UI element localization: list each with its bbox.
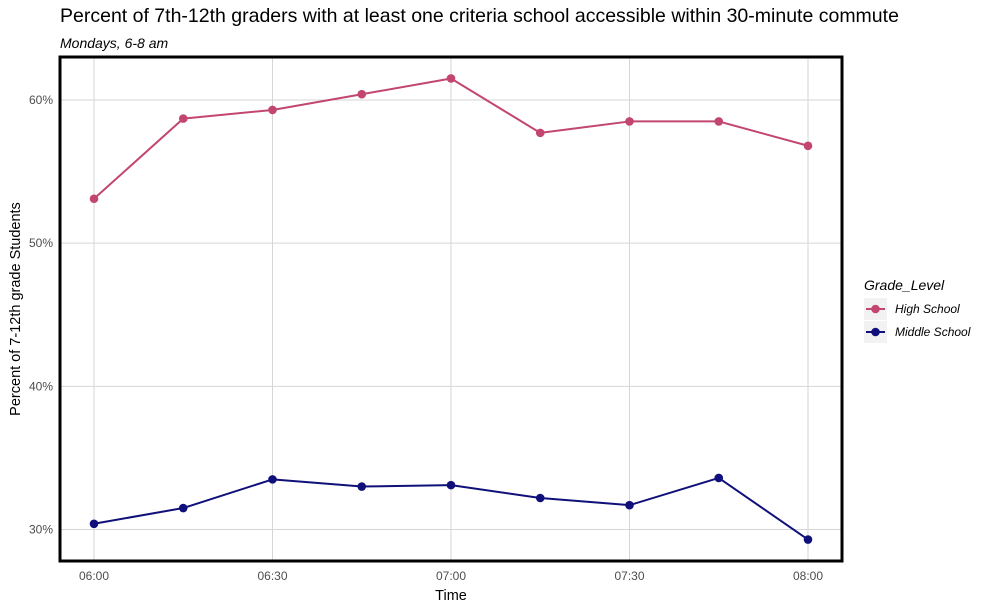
- data-point: [357, 482, 367, 491]
- data-point: [535, 128, 545, 138]
- x-axis-ticks: 06:00 06:30 07:00 07:30 08:00: [79, 569, 823, 583]
- data-point: [357, 89, 367, 99]
- grid-lines: [60, 57, 842, 561]
- y-tick-label: 60%: [29, 93, 53, 107]
- data-point: [89, 519, 99, 529]
- data-point: [714, 117, 724, 126]
- data-point: [714, 473, 724, 483]
- data-point: [89, 194, 99, 204]
- data-point: [625, 117, 634, 126]
- y-tick-label: 40%: [29, 379, 53, 393]
- data-point: [178, 503, 188, 513]
- data-point: [625, 500, 634, 510]
- legend-key-point: [871, 327, 880, 337]
- y-axis-ticks: 30% 40% 50% 60%: [29, 93, 53, 537]
- data-point: [803, 141, 813, 151]
- legend-title: Grade_Level: [864, 277, 945, 293]
- legend-key-point: [871, 304, 880, 314]
- x-tick-label: 07:30: [614, 569, 644, 583]
- data-point: [446, 74, 456, 83]
- legend: Grade_Level High School Middle School: [864, 277, 971, 343]
- y-tick-label: 50%: [29, 236, 53, 250]
- x-axis-title: Time: [435, 588, 467, 604]
- x-tick-label: 06:30: [257, 569, 287, 583]
- plot-panel-border: [58, 55, 844, 563]
- data-point: [446, 480, 456, 490]
- chart-subtitle: Mondays, 6-8 am: [60, 35, 169, 51]
- legend-label: Middle School: [895, 325, 971, 339]
- x-tick-label: 06:00: [79, 569, 109, 583]
- data-point: [535, 493, 545, 503]
- data-point: [178, 114, 188, 123]
- data-point: [268, 475, 277, 484]
- data-point: [268, 105, 277, 115]
- y-tick-label: 30%: [29, 523, 53, 537]
- y-axis-title: Percent of 7-12th grade Students: [8, 202, 24, 416]
- series-group: [89, 74, 813, 544]
- data-point: [803, 535, 813, 544]
- legend-label: High School: [895, 302, 960, 316]
- chart-title: Percent of 7th-12th graders with at leas…: [60, 5, 899, 27]
- x-tick-label: 08:00: [793, 569, 823, 583]
- x-tick-label: 07:00: [436, 569, 466, 583]
